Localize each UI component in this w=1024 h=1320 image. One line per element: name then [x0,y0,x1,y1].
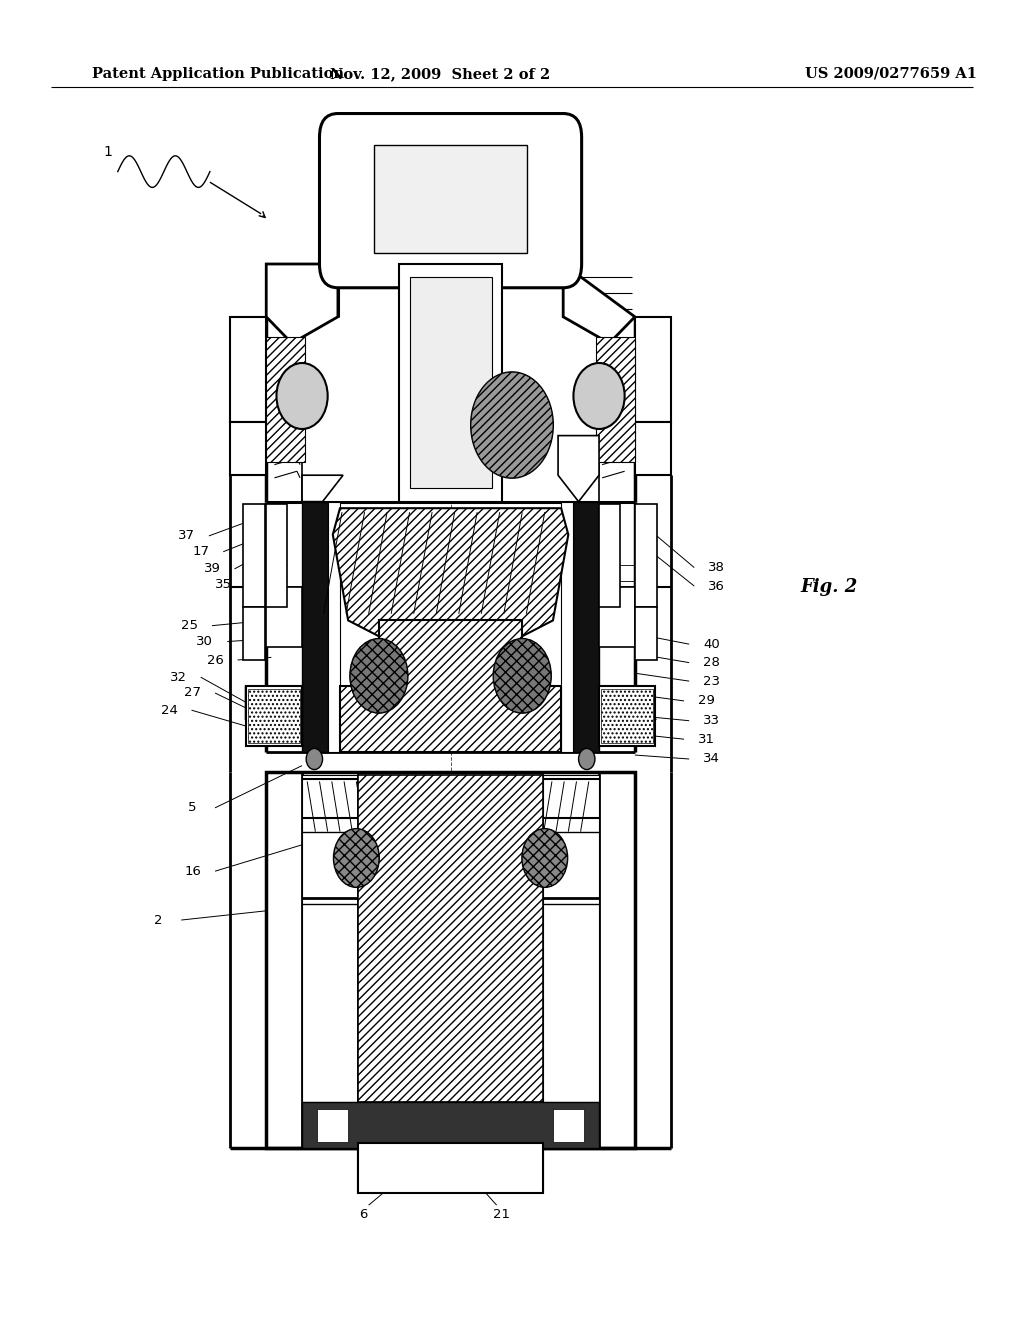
Text: 6: 6 [359,1208,368,1221]
Text: 37: 37 [178,529,195,543]
Bar [601,689,653,743]
Text: 27: 27 [184,686,201,700]
Text: 16: 16 [184,865,201,878]
Polygon shape [635,317,671,422]
Bar [596,337,635,462]
Text: 40: 40 [703,638,720,651]
Circle shape [350,639,408,713]
Bar [358,775,543,1102]
Text: Nov. 12, 2009  Sheet 2 of 2: Nov. 12, 2009 Sheet 2 of 2 [330,67,551,81]
Polygon shape [230,422,266,475]
Circle shape [494,639,551,713]
Polygon shape [230,317,266,422]
Polygon shape [246,686,302,746]
Bar [599,686,655,746]
Bar [561,502,573,752]
Bar [374,145,527,253]
Circle shape [334,829,379,887]
Text: 2: 2 [155,913,163,927]
Circle shape [471,372,553,478]
Polygon shape [635,422,671,475]
Text: US 2009/0277659 A1: US 2009/0277659 A1 [805,67,977,81]
Text: 23: 23 [703,675,720,688]
Bar [243,607,265,660]
Circle shape [579,748,595,770]
Polygon shape [266,587,302,647]
Circle shape [276,363,328,429]
Bar [553,1109,584,1142]
Text: 24: 24 [161,704,177,717]
Circle shape [573,363,625,429]
Polygon shape [599,587,635,647]
Bar [410,277,492,488]
Text: Patent Application Publication: Patent Application Publication [92,67,344,81]
Bar [266,772,635,1148]
Text: 29: 29 [698,694,715,708]
Circle shape [334,829,379,887]
Bar [543,775,599,1102]
Bar [328,502,340,752]
Text: 17: 17 [193,545,209,558]
Text: 33: 33 [703,714,720,727]
Text: 34: 34 [703,752,720,766]
Bar [635,607,657,660]
Circle shape [471,372,553,478]
Polygon shape [599,686,655,746]
Bar [248,689,300,743]
Text: 38: 38 [709,561,725,574]
Circle shape [522,829,567,887]
Bar [573,502,599,752]
Bar [266,504,287,607]
Text: 5: 5 [188,801,197,814]
Circle shape [522,829,567,887]
Bar [302,775,358,1102]
Bar [399,264,502,502]
Text: 28: 28 [703,656,720,669]
Text: 21: 21 [494,1208,510,1221]
FancyBboxPatch shape [319,114,582,288]
Text: 30: 30 [197,635,213,648]
Bar [302,1102,599,1148]
Text: 39: 39 [204,562,220,576]
Bar [635,504,657,607]
Text: Fig. 2: Fig. 2 [801,578,858,597]
Polygon shape [340,620,561,752]
Polygon shape [266,264,338,343]
Bar [317,1109,348,1142]
Circle shape [350,639,408,713]
Text: 35: 35 [215,578,231,591]
Bar [302,502,328,752]
Polygon shape [333,508,568,673]
Polygon shape [302,475,343,502]
Circle shape [494,639,551,713]
Text: 1: 1 [103,145,112,158]
Text: 26: 26 [207,653,223,667]
Polygon shape [563,264,635,343]
Polygon shape [558,436,599,502]
Text: 9: 9 [408,218,416,231]
Bar [358,1143,543,1193]
Bar [266,337,305,462]
Text: 36: 36 [709,579,725,593]
Bar [243,504,265,607]
Text: 32: 32 [170,671,186,684]
Circle shape [306,748,323,770]
Text: 25: 25 [181,619,198,632]
Text: 31: 31 [698,733,715,746]
Bar [246,686,302,746]
Bar [599,504,620,607]
